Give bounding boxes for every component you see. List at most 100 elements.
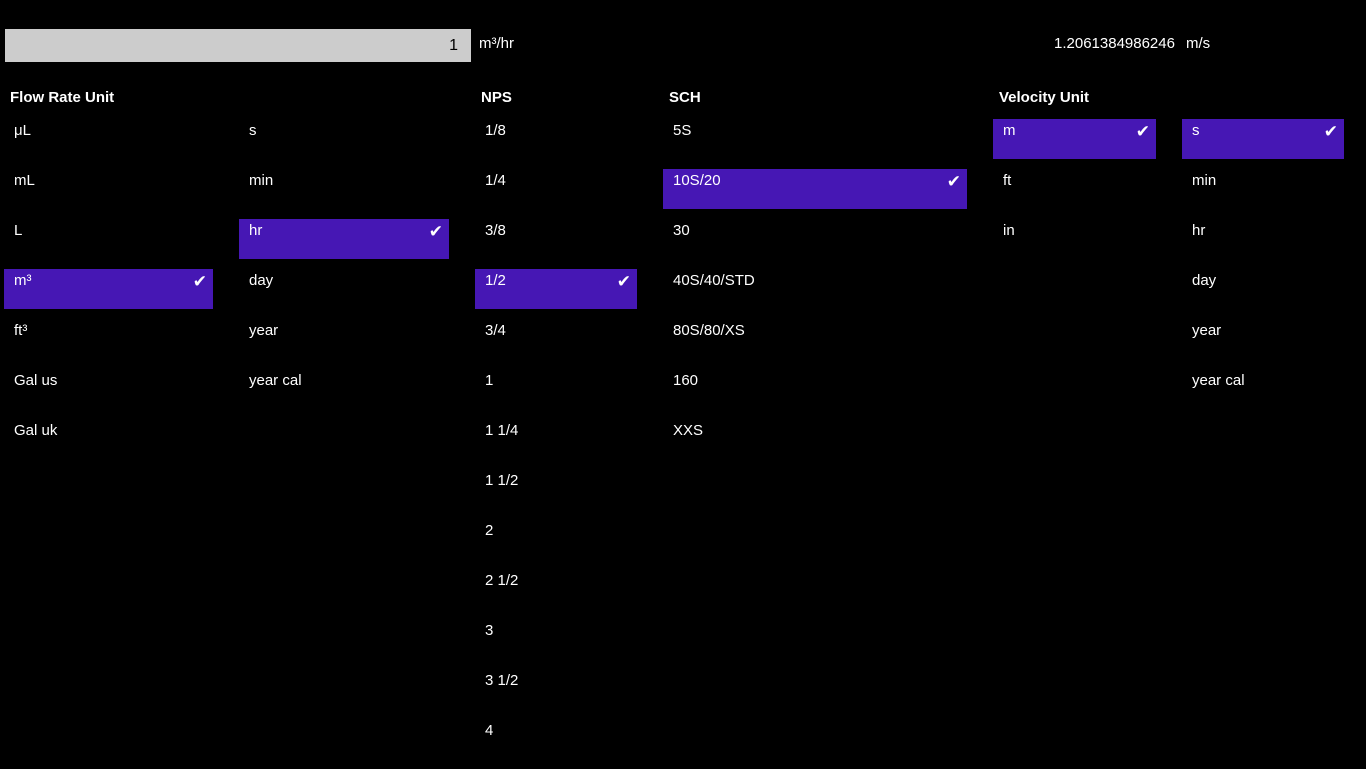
list-item-label: 1 1/2 (485, 472, 519, 489)
list-item[interactable]: year (239, 319, 449, 359)
list-item-label: min (249, 172, 274, 189)
list-item-label: year cal (1192, 372, 1245, 389)
list-item[interactable]: 2 1/2 (475, 569, 637, 609)
list-item[interactable]: 80S/80/XS (663, 319, 967, 359)
list-item-label: m³ (14, 272, 32, 289)
checkmark-icon: ✔ (428, 222, 443, 241)
list-item[interactable]: 1/4 (475, 169, 637, 209)
list-item[interactable]: m ✔ (993, 119, 1156, 159)
list-item-label: 4 (485, 722, 494, 739)
list-item-label: 3/4 (485, 322, 506, 339)
list-item-label: year (1192, 322, 1222, 339)
list-item[interactable]: hr ✔ (239, 219, 449, 259)
nps-list: 1/8 1/4 3/8 1/2 ✔ 3/4 1 1 1/4 1 1/2 2 2 1/2 3 3 1/2 4 (475, 119, 637, 769)
velocity-unit-header: Velocity Unit (999, 89, 1090, 106)
list-item-label: 80S/80/XS (673, 322, 745, 339)
list-item-label: L (14, 222, 23, 239)
list-item-label: s (1192, 122, 1200, 139)
list-item[interactable]: 10S/20 ✔ (663, 169, 967, 209)
list-item-label: μL (14, 122, 31, 139)
checkmark-icon: ✔ (1135, 122, 1150, 141)
list-item[interactable]: L (4, 219, 213, 259)
list-item-label: year cal (249, 372, 302, 389)
list-item[interactable]: 160 (663, 369, 967, 409)
list-item[interactable]: 2 (475, 519, 637, 559)
list-item[interactable]: 1 1/4 (475, 419, 637, 459)
flow-rate-input[interactable] (5, 29, 471, 62)
list-item[interactable]: min (1182, 169, 1344, 209)
list-item-label: 10S/20 (673, 172, 721, 189)
list-item[interactable]: Gal us (4, 369, 213, 409)
list-item-label: hr (249, 222, 263, 239)
velocity-time-unit-list: s ✔ min hr day year year cal (1182, 119, 1344, 419)
list-item-label: mL (14, 172, 35, 189)
list-item[interactable]: 1 1/2 (475, 469, 637, 509)
list-item-label: hr (1192, 222, 1206, 239)
list-item-label: in (1003, 222, 1015, 239)
checkmark-icon: ✔ (946, 172, 961, 191)
velocity-length-unit-list: m ✔ ft in (993, 119, 1156, 269)
list-item[interactable]: 4 (475, 719, 637, 759)
list-item[interactable]: year (1182, 319, 1344, 359)
sch-header: SCH (669, 89, 701, 106)
list-item[interactable]: ft³ (4, 319, 213, 359)
list-item[interactable]: 1/2 ✔ (475, 269, 637, 309)
list-item-label: 1 (485, 372, 494, 389)
list-item-label: day (249, 272, 274, 289)
list-item[interactable]: Gal uk (4, 419, 213, 459)
list-item-label: 1 1/4 (485, 422, 519, 439)
list-item[interactable]: XXS (663, 419, 967, 459)
list-item[interactable]: 1/8 (475, 119, 637, 159)
list-item[interactable]: 3/4 (475, 319, 637, 359)
list-item-label: m (1003, 122, 1016, 139)
input-unit-label: m³/hr (479, 35, 514, 52)
list-item-label: ft³ (14, 322, 28, 339)
list-item-label: 3/8 (485, 222, 506, 239)
list-item-label: 1/4 (485, 172, 506, 189)
list-item[interactable]: 30 (663, 219, 967, 259)
list-item[interactable]: in (993, 219, 1156, 259)
list-item[interactable]: 3 1/2 (475, 669, 637, 709)
list-item[interactable]: s ✔ (1182, 119, 1344, 159)
nps-header: NPS (481, 89, 512, 106)
velocity-result-unit: m/s (1186, 35, 1211, 52)
checkmark-icon: ✔ (192, 272, 207, 291)
list-item-label: 1/8 (485, 122, 506, 139)
list-item-label: Gal us (14, 372, 58, 389)
list-item[interactable]: hr (1182, 219, 1344, 259)
list-item[interactable]: 1 (475, 369, 637, 409)
list-item[interactable]: 3/8 (475, 219, 637, 259)
list-item-label: 40S/40/STD (673, 272, 755, 289)
list-item[interactable]: day (239, 269, 449, 309)
list-item-label: 2 (485, 522, 494, 539)
list-item-label: 2 1/2 (485, 572, 519, 589)
list-item[interactable]: 5S (663, 119, 967, 159)
list-item-label: 5S (673, 122, 692, 139)
list-item[interactable]: μL (4, 119, 213, 159)
list-item[interactable]: min (239, 169, 449, 209)
list-item[interactable]: year cal (1182, 369, 1344, 409)
list-item[interactable]: day (1182, 269, 1344, 309)
list-item[interactable]: s (239, 119, 449, 159)
list-item-label: 1/2 (485, 272, 506, 289)
list-item-label: ft (1003, 172, 1012, 189)
sch-list: 5S 10S/20 ✔ 30 40S/40/STD 80S/80/XS 160 XXS (663, 119, 967, 469)
list-item[interactable]: 40S/40/STD (663, 269, 967, 309)
checkmark-icon: ✔ (616, 272, 631, 291)
list-item-label: XXS (673, 422, 704, 439)
list-item-label: 30 (673, 222, 690, 239)
list-item-label: s (249, 122, 257, 139)
list-item-label: year (249, 322, 279, 339)
list-item[interactable]: year cal (239, 369, 449, 409)
list-item[interactable]: 3 (475, 619, 637, 659)
list-item[interactable]: mL (4, 169, 213, 209)
list-item-label: Gal uk (14, 422, 58, 439)
list-item-label: day (1192, 272, 1217, 289)
list-item-label: min (1192, 172, 1217, 189)
list-item-label: 3 (485, 622, 494, 639)
list-item[interactable]: ft (993, 169, 1156, 209)
list-item-label: 160 (673, 372, 699, 389)
list-item[interactable]: m³ ✔ (4, 269, 213, 309)
flow-time-unit-list: s min hr ✔ day year year cal (239, 119, 449, 419)
